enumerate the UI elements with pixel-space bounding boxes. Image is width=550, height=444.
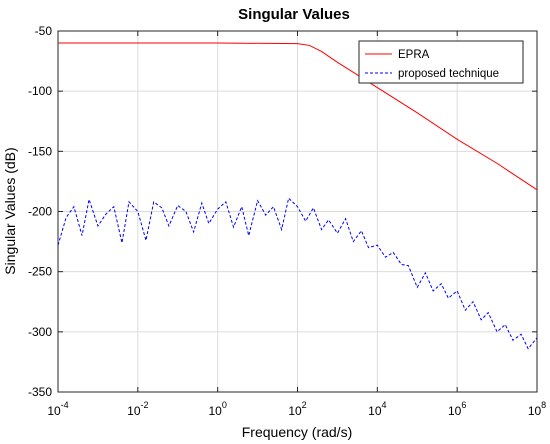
x-tick-label: 106 [448, 400, 466, 418]
x-tick-label: 100 [208, 400, 226, 418]
x-axis-label: Frequency (rad/s) [242, 424, 352, 440]
grid [57, 30, 538, 393]
y-tick-label: -350 [28, 385, 52, 399]
series-line-proposed-technique [57, 197, 538, 350]
y-tick-label: -250 [28, 265, 52, 279]
series-line-epra [58, 42, 538, 191]
x-tick-label: 10-2 [127, 400, 148, 418]
legend: EPRA proposed technique [358, 40, 524, 84]
x-tick-label: 104 [368, 400, 386, 418]
y-tick-label: -200 [28, 205, 52, 219]
x-tick-label: 10-4 [47, 400, 68, 418]
legend-label-proposed-technique: proposed technique [398, 68, 499, 80]
y-tick-label: -100 [28, 84, 52, 98]
y-tick-label: -50 [35, 24, 53, 38]
x-tick-label: 102 [288, 400, 306, 418]
legend-box [358, 40, 524, 84]
x-tick-label: 108 [528, 400, 546, 418]
y-axis-label: Singular Values (dB) [2, 147, 18, 274]
legend-label-epra: EPRA [398, 49, 430, 61]
y-tick-label: -300 [28, 325, 52, 339]
y-tick-label: -150 [28, 144, 52, 158]
chart-title: Singular Values [238, 6, 350, 23]
tick-layer: 10-4 10-2 100 102 104 106 108 -50 -100 -150 -200 -2… [28, 24, 546, 418]
series-layer [57, 42, 538, 350]
